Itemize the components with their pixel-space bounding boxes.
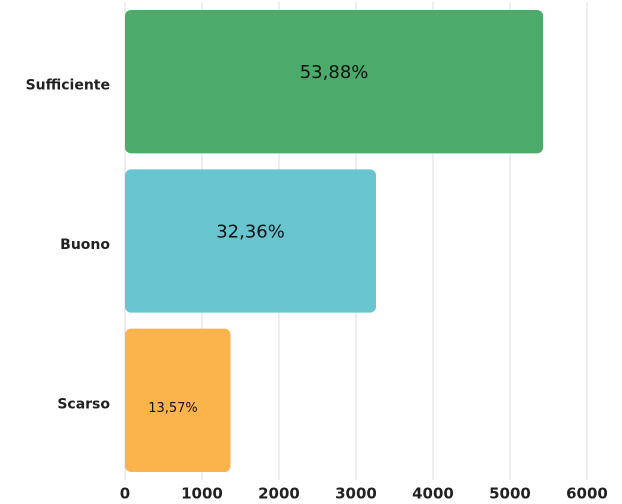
bar-annotation: 32,36% [216, 221, 285, 242]
x-tick-label: 3000 [335, 485, 377, 503]
x-tick-label: 0 [120, 485, 130, 503]
bar-annotation: 13,57% [148, 401, 198, 416]
category-label: Sufficiente [26, 78, 110, 94]
bar [125, 169, 377, 313]
x-tick-label: 5000 [489, 485, 531, 503]
x-tick-label: 1000 [181, 485, 223, 503]
bar [125, 328, 231, 472]
bar [125, 10, 544, 154]
x-tick-label: 4000 [412, 485, 454, 503]
x-tick-label: 2000 [258, 485, 300, 503]
category-label: Buono [60, 237, 110, 253]
category-label: Scarso [57, 396, 110, 412]
bar-annotation: 53,88% [300, 62, 369, 83]
x-tick-label: 6000 [566, 485, 608, 503]
